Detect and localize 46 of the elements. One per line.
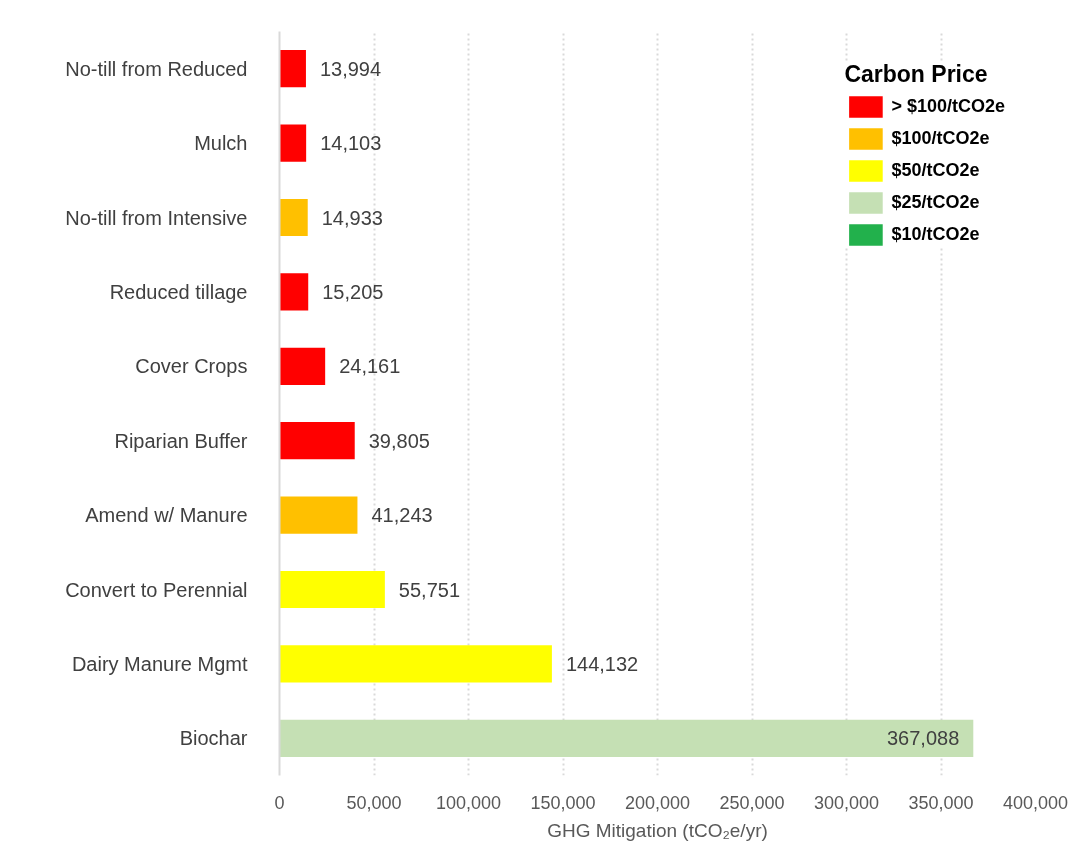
legend-label: $25/tCO2e [891,192,980,213]
bar [279,496,358,534]
bar [279,422,355,460]
bar [279,273,309,311]
legend-title: Carbon Price [844,61,989,88]
x-tick-label: 400,000 [1002,792,1069,813]
bar [279,198,308,237]
y-tick-label: Cover Crops [135,355,248,378]
y-tick-label: Dairy Manure Mgmt [71,652,248,675]
x-tick-label: 100,000 [435,792,502,813]
bar [279,570,385,609]
bar [279,719,974,757]
y-tick-label: Mulch [194,132,248,155]
legend-label: $10/tCO2e [891,224,980,245]
data-label: 367,088 [887,727,960,750]
x-tick-label: 250,000 [719,792,785,813]
x-tick-label: 0 [274,792,285,813]
x-axis-title: GHG Mitigation (tCO₂e/yr) [547,819,768,841]
x-tick-label: 200,000 [624,792,691,813]
data-label: 41,243 [371,504,433,527]
x-tick-label: 350,000 [908,792,974,813]
x-tick-label: 150,000 [530,792,596,813]
data-label: 13,994 [319,57,382,80]
legend-label: $50/tCO2e [891,160,980,181]
x-tick-label: 300,000 [813,792,880,813]
y-tick-label: Biochar [179,727,248,750]
y-tick-label: Riparian Buffer [114,429,248,452]
bar [279,50,306,88]
data-label: 14,103 [320,132,382,155]
legend-label: > $100/tCO2e [891,96,1005,117]
y-tick-label: Reduced tillage [109,280,248,303]
bar [279,347,326,385]
data-label: 55,751 [398,578,461,601]
data-label: 39,805 [368,429,430,452]
bar [279,645,552,683]
y-tick-label: No-till from Intensive [65,206,248,229]
data-label: 144,132 [565,652,639,675]
y-tick-label: No-till from Reduced [65,57,248,80]
y-tick-label: Amend w/ Manure [85,504,248,527]
data-label: 14,933 [321,206,383,229]
bar [279,124,307,162]
data-label: 24,161 [339,355,401,378]
y-tick-label: Convert to Perennial [65,578,248,601]
x-tick-label: 50,000 [346,792,402,813]
legend-label: $100/tCO2e [891,128,990,149]
data-label: 15,205 [322,280,384,303]
